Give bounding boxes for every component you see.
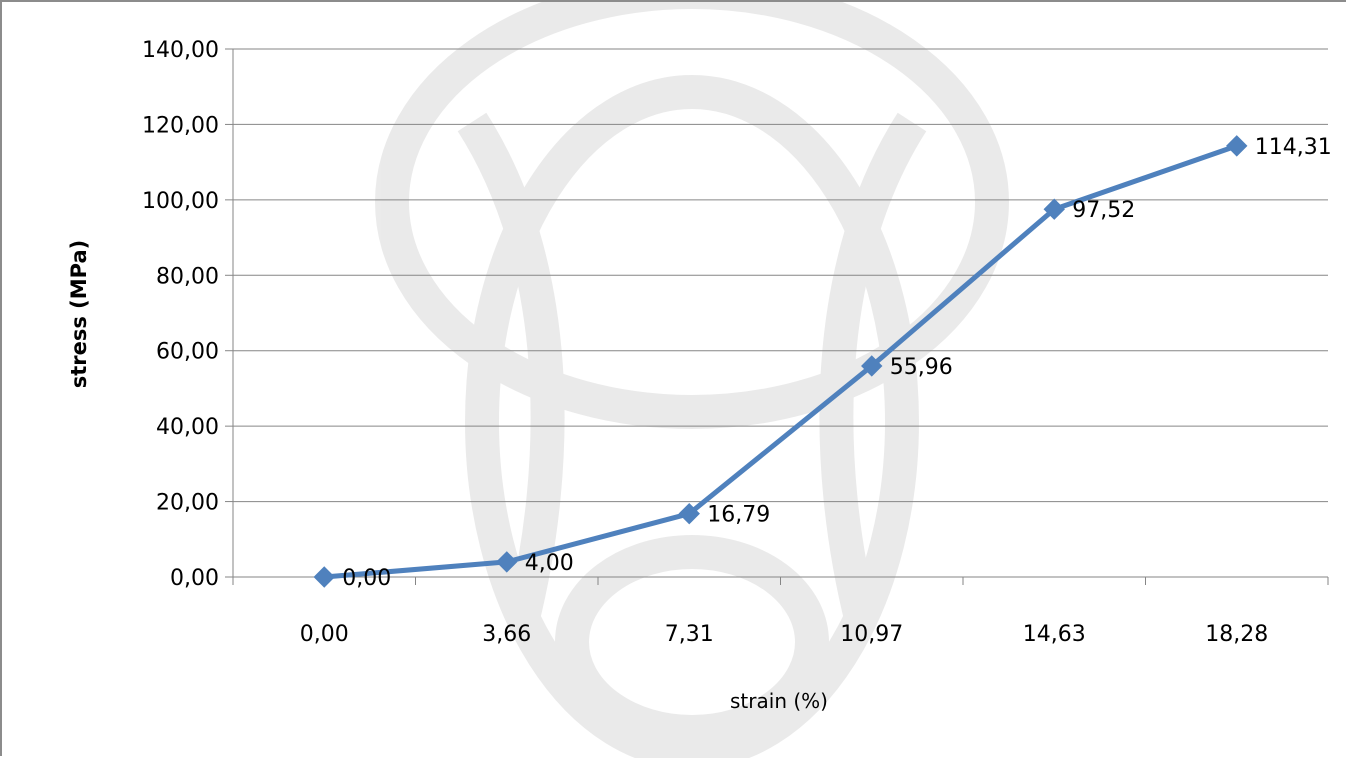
x-tick-label: 14,63 xyxy=(1023,622,1086,647)
x-tick-label: 7,31 xyxy=(665,622,714,647)
x-tick-label: 18,28 xyxy=(1205,622,1268,647)
data-label: 16,79 xyxy=(707,503,770,528)
data-point-marker xyxy=(1226,135,1248,157)
y-tick-label: 80,00 xyxy=(156,264,219,289)
data-point-marker xyxy=(861,355,883,377)
data-point-marker xyxy=(1043,198,1065,220)
y-tick-label: 140,00 xyxy=(142,38,219,63)
data-label: 114,31 xyxy=(1255,135,1332,160)
x-tick-label: 3,66 xyxy=(482,622,531,647)
x-tick-label: 0,00 xyxy=(300,622,349,647)
x-axis-title: strain (%) xyxy=(730,689,828,713)
data-label: 0,00 xyxy=(342,566,391,591)
data-label: 4,00 xyxy=(525,551,574,576)
data-point-marker xyxy=(678,502,700,525)
y-tick-label: 0,00 xyxy=(170,566,219,591)
data-label: 55,96 xyxy=(890,355,953,380)
data-point-marker xyxy=(313,566,335,588)
y-tick-label: 40,00 xyxy=(156,415,219,440)
series-line xyxy=(321,143,1240,580)
data-label: 97,52 xyxy=(1072,198,1135,223)
y-axis-title: stress (MPa) xyxy=(67,240,91,389)
y-tick-label: 20,00 xyxy=(156,491,219,516)
y-tick-label: 60,00 xyxy=(156,340,219,365)
y-tick-label: 100,00 xyxy=(142,189,219,214)
y-tick-label: 120,00 xyxy=(142,113,219,138)
data-point-marker xyxy=(496,551,518,573)
x-tick-label: 10,97 xyxy=(840,622,903,647)
